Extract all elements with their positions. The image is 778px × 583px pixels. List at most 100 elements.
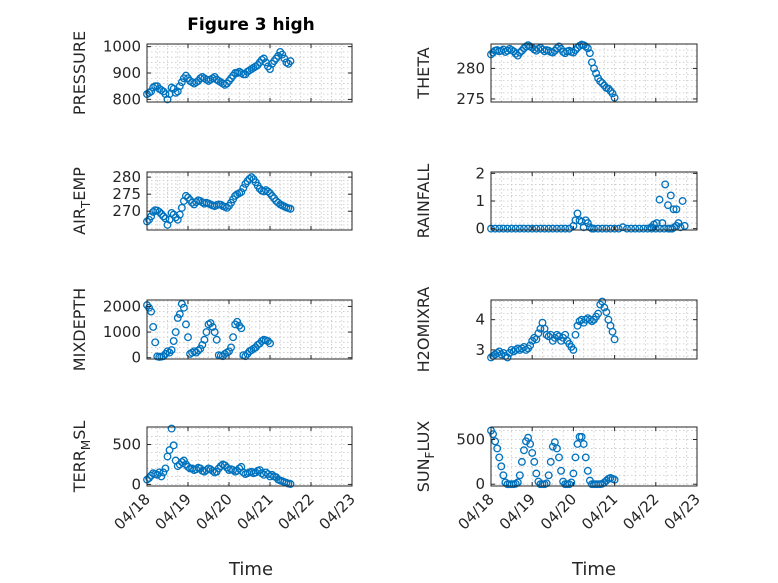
data-point (499, 224, 508, 233)
data-point (225, 347, 233, 356)
data-point (536, 224, 545, 233)
data-point (565, 480, 574, 489)
data-point (643, 224, 652, 233)
data-point (175, 310, 184, 319)
data-point (181, 460, 190, 469)
data-point (544, 471, 553, 480)
data-point (155, 207, 164, 216)
data-point (627, 224, 636, 233)
data-point (165, 446, 174, 455)
data-point (157, 210, 166, 218)
data-point (587, 317, 596, 326)
axes-box (146, 171, 353, 231)
y-tick-label: 275 (456, 90, 485, 108)
data-point (149, 322, 158, 331)
y-tick-label: 2 (475, 164, 485, 182)
data-point (208, 322, 217, 331)
data-point (167, 424, 176, 433)
y-tick-label: 2000 (103, 297, 141, 315)
data-point (600, 303, 609, 312)
data-point (552, 224, 561, 233)
axes-box (490, 426, 698, 487)
data-point (515, 224, 524, 233)
data-point (571, 330, 580, 339)
y-axis-label: THETA (414, 47, 433, 99)
data-point (194, 346, 203, 355)
data-point (614, 224, 623, 233)
data-point (608, 327, 617, 336)
y-tick-label: 0 (131, 349, 141, 367)
data-point (583, 44, 592, 53)
y-tick-label: 1 (475, 192, 485, 210)
data-point (511, 49, 520, 58)
subplot-rainfall: 0 1 2 RAINFALL (414, 164, 698, 238)
data-point (161, 464, 170, 473)
y-tick-label: 900 (112, 64, 141, 82)
data-point (177, 78, 186, 87)
data-point (239, 184, 248, 192)
data-point (664, 201, 672, 210)
data-point (268, 191, 276, 200)
data-point (532, 224, 541, 233)
y-tick-label: 270 (112, 202, 141, 220)
data-point (159, 212, 168, 221)
data-point (623, 224, 631, 233)
data-point (167, 346, 176, 354)
data-point (517, 457, 526, 466)
data-point (175, 210, 184, 219)
data-point (278, 50, 287, 59)
y-axis-label: MIXDEPTH (70, 288, 89, 371)
data-point (245, 174, 254, 183)
data-point (200, 335, 209, 344)
xlabel-left: Time (228, 559, 273, 580)
y-tick-label: 280 (456, 59, 485, 77)
data-point (606, 87, 615, 95)
data-point (517, 46, 526, 55)
data-point (678, 197, 687, 205)
data-point (534, 329, 543, 338)
data-point (530, 333, 539, 342)
data-point (264, 337, 272, 345)
data-point (497, 350, 506, 359)
data-point (190, 200, 199, 209)
data-point (557, 466, 565, 475)
data-point (206, 319, 215, 328)
data-point (528, 448, 537, 457)
data-point (594, 224, 603, 233)
data-point (515, 48, 524, 57)
data-point (184, 193, 192, 202)
data-point (618, 223, 627, 232)
data-point (581, 453, 590, 462)
data-point (499, 471, 508, 480)
data-point (528, 224, 537, 233)
data-point (658, 219, 667, 228)
data-point (530, 457, 539, 466)
subplot-theta: 275 280 THETA (414, 40, 698, 108)
y-tick-label: 275 (112, 185, 141, 203)
data-point (175, 82, 184, 91)
data-point (181, 320, 190, 329)
data-point (548, 442, 557, 451)
data-point (651, 224, 660, 233)
data-point (590, 224, 598, 233)
data-point (181, 191, 190, 200)
data-point (598, 79, 607, 88)
y-axis-label: AIRTEMP (70, 167, 93, 235)
data-point (571, 46, 580, 55)
x-tick-label: 04/21 (578, 490, 621, 533)
data-point (583, 466, 592, 475)
data-point (542, 479, 551, 488)
data-point (548, 48, 557, 57)
axes-box (146, 299, 353, 360)
data-point (198, 340, 207, 349)
data-point (489, 430, 498, 439)
data-point (210, 328, 219, 337)
y-axis-label: H2OMIXRA (414, 287, 433, 373)
data-point (159, 468, 168, 477)
data-point (177, 203, 186, 212)
data-point (155, 468, 164, 477)
data-point (491, 437, 500, 446)
data-point (173, 314, 182, 322)
data-point (163, 220, 172, 229)
data-point (585, 315, 594, 324)
